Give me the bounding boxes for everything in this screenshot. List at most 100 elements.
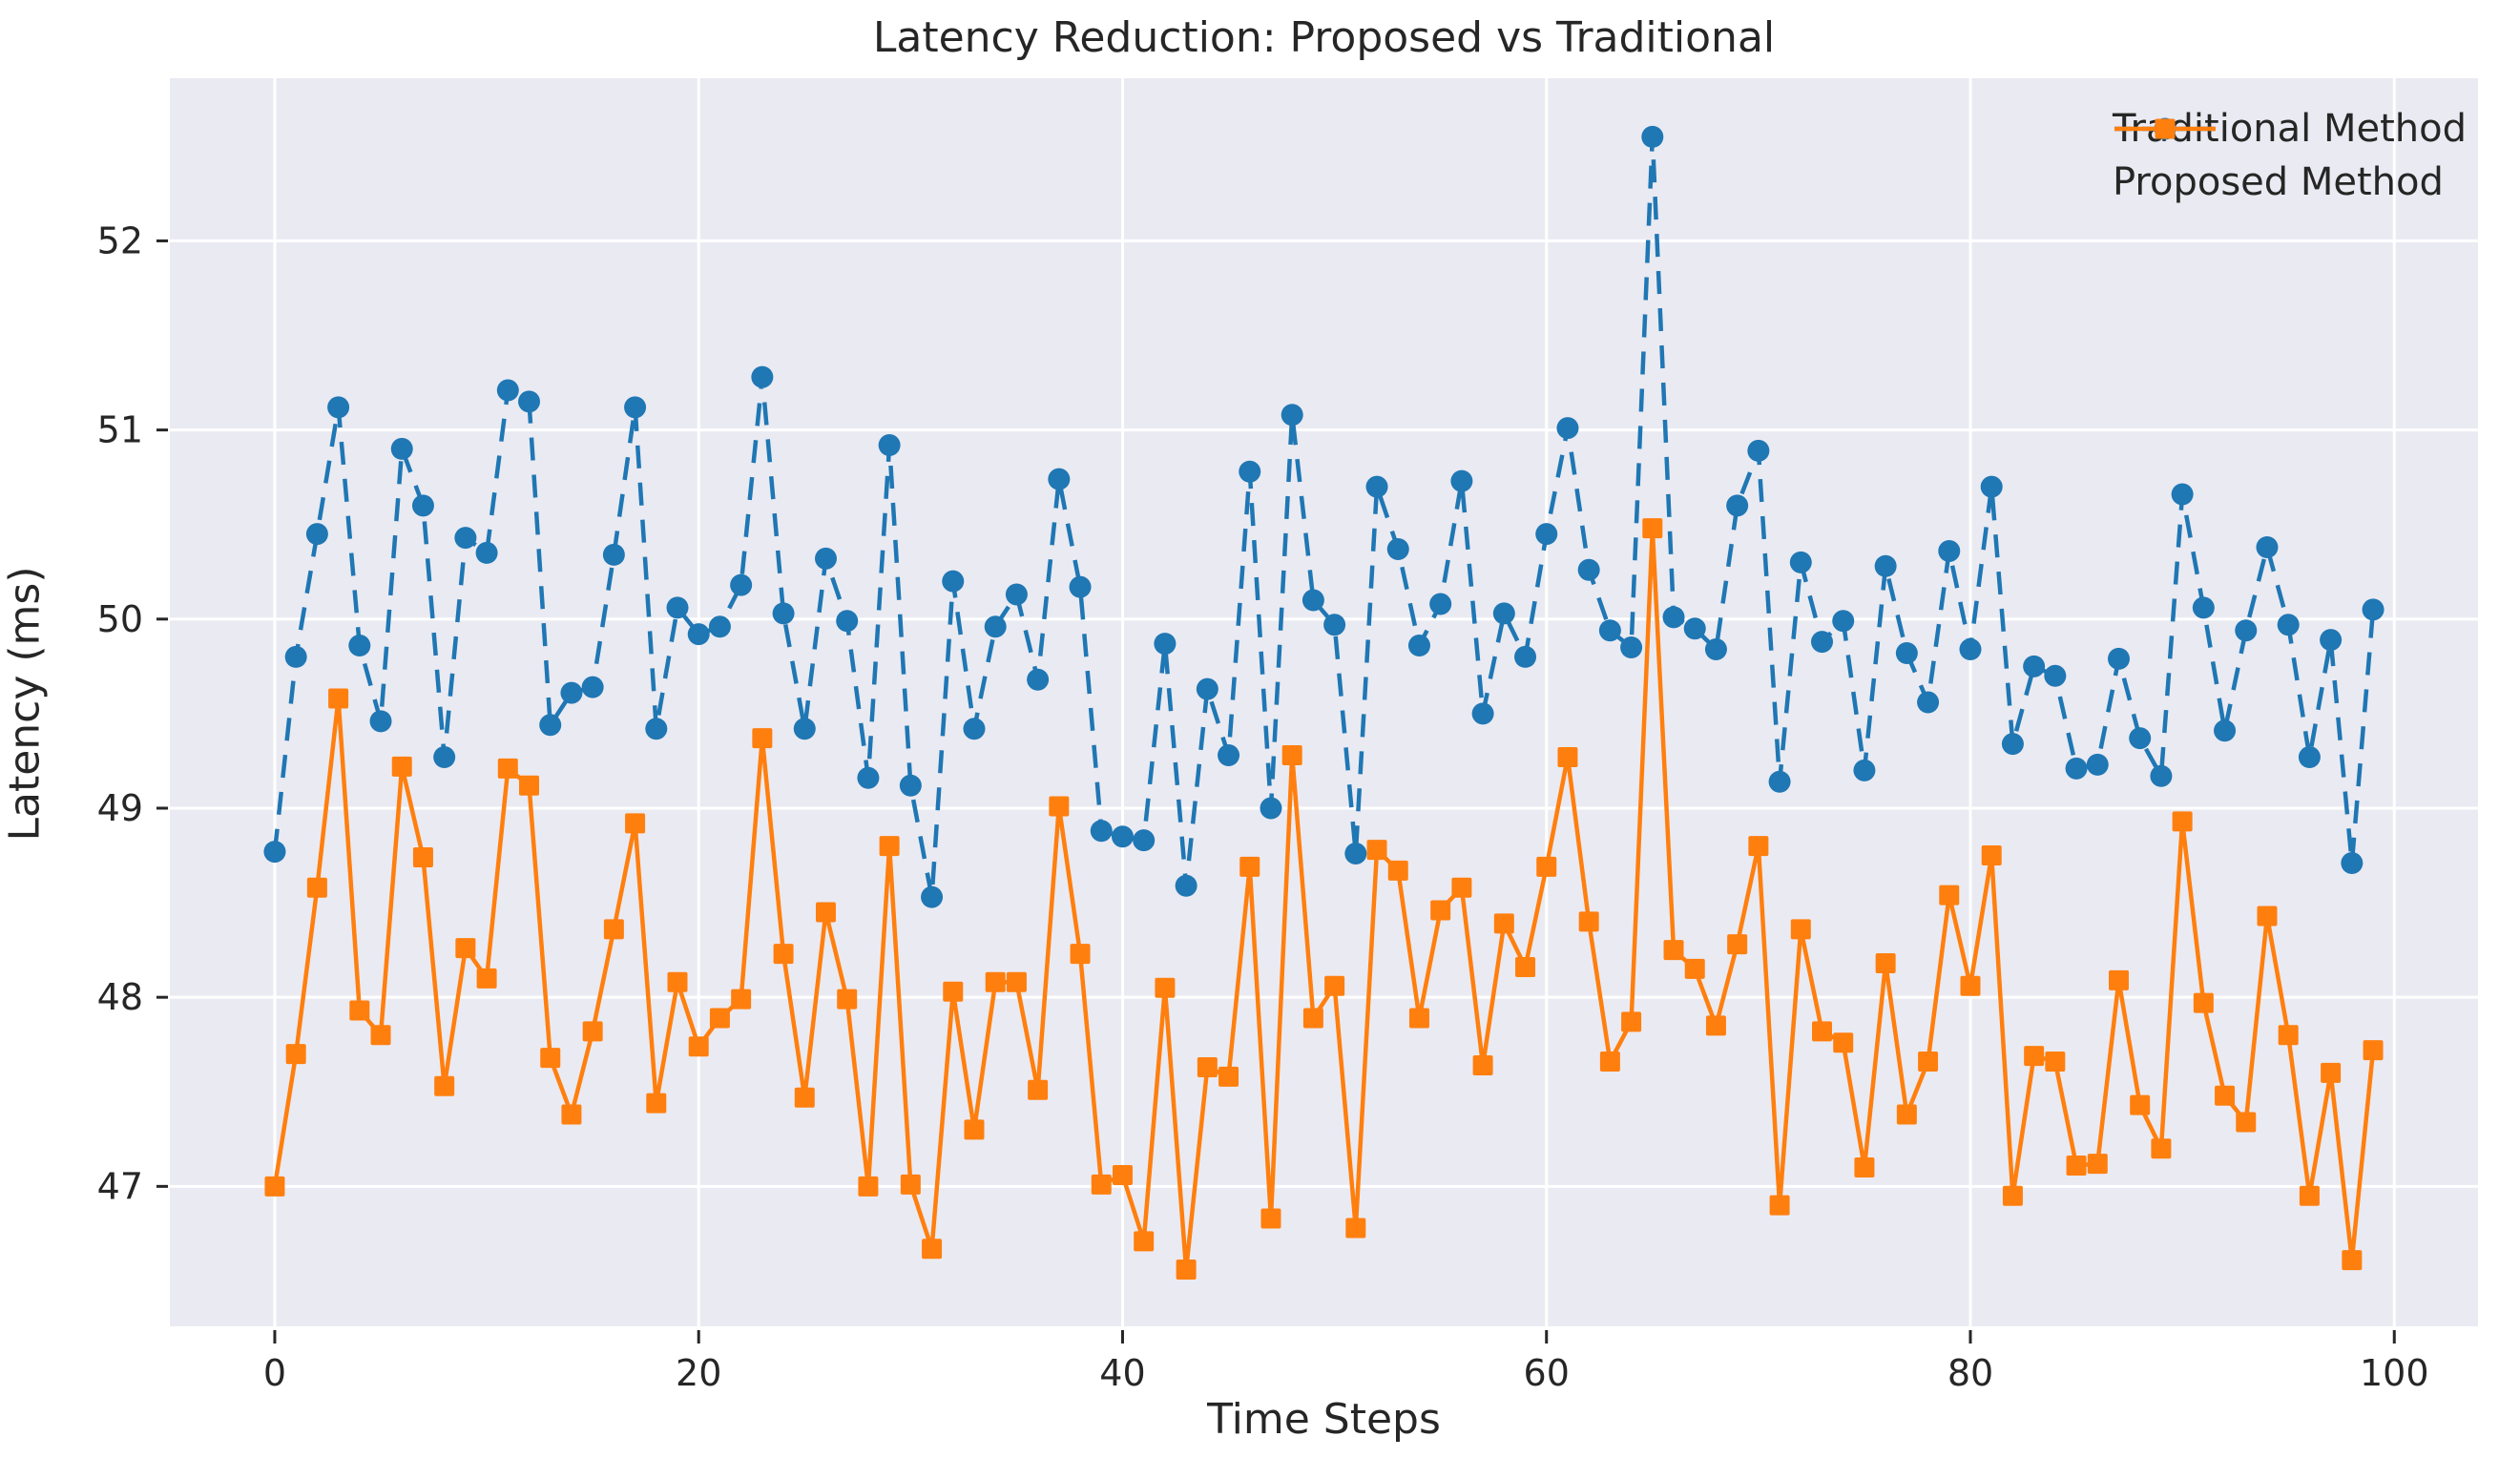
data-point-traditional-85	[2065, 757, 2088, 780]
x-tick-label-40: 40	[1099, 1352, 1145, 1394]
data-point-proposed-46	[1239, 856, 1260, 877]
data-point-traditional-50	[1323, 614, 1346, 636]
data-point-traditional-2	[305, 523, 328, 546]
y-tick-label-47: 47	[97, 1165, 143, 1207]
data-point-proposed-89	[2151, 1138, 2172, 1159]
data-point-proposed-77	[1896, 1104, 1917, 1125]
data-point-proposed-69	[1727, 934, 1748, 955]
data-point-proposed-84	[2045, 1052, 2066, 1073]
y-tick-label-51: 51	[97, 409, 143, 451]
data-point-traditional-36	[1027, 668, 1050, 691]
y-axis-label: Latency (ms)	[0, 566, 50, 842]
data-point-traditional-1	[284, 645, 307, 668]
data-point-proposed-90	[2172, 811, 2193, 832]
data-point-traditional-89	[2150, 764, 2173, 787]
data-point-traditional-80	[1959, 638, 1982, 661]
data-point-proposed-28	[858, 1176, 879, 1197]
data-point-traditional-88	[2129, 727, 2152, 750]
data-point-proposed-17	[625, 813, 646, 834]
data-point-traditional-31	[921, 885, 944, 908]
data-point-traditional-16	[602, 543, 625, 566]
data-point-traditional-83	[2023, 655, 2046, 677]
data-point-traditional-49	[1302, 589, 1324, 612]
data-point-proposed-37	[1049, 796, 1070, 817]
data-point-traditional-90	[2171, 483, 2194, 506]
data-point-traditional-57	[1471, 702, 1494, 725]
plot-area	[170, 78, 2478, 1326]
data-point-traditional-75	[1853, 759, 1876, 781]
data-point-proposed-88	[2130, 1094, 2151, 1115]
data-point-proposed-98	[2342, 1250, 2363, 1271]
data-point-proposed-23	[752, 728, 773, 749]
x-tick-label-20: 20	[676, 1352, 721, 1394]
data-point-traditional-92	[2214, 719, 2237, 742]
data-point-proposed-50	[1324, 975, 1345, 996]
data-point-proposed-38	[1070, 944, 1091, 965]
data-point-proposed-96	[2299, 1185, 2320, 1206]
data-point-proposed-72	[1790, 919, 1811, 940]
data-point-proposed-27	[837, 989, 858, 1010]
data-point-proposed-64	[1621, 1011, 1642, 1032]
data-point-proposed-3	[328, 688, 349, 709]
data-point-traditional-51	[1344, 843, 1367, 865]
data-point-proposed-87	[2108, 969, 2129, 990]
data-point-proposed-51	[1345, 1218, 1366, 1239]
data-point-proposed-1	[285, 1044, 306, 1065]
data-point-traditional-55	[1429, 593, 1452, 615]
data-point-proposed-9	[455, 938, 476, 959]
data-point-traditional-45	[1218, 743, 1240, 766]
data-point-proposed-26	[815, 902, 836, 923]
data-point-traditional-32	[942, 570, 965, 593]
data-point-traditional-13	[539, 714, 562, 737]
data-point-proposed-68	[1705, 1015, 1726, 1036]
data-point-traditional-5	[369, 710, 392, 733]
data-point-traditional-48	[1281, 404, 1303, 427]
data-point-proposed-5	[370, 1025, 391, 1046]
data-point-proposed-76	[1875, 952, 1896, 973]
data-point-traditional-35	[1005, 583, 1028, 606]
data-point-proposed-11	[497, 758, 518, 779]
data-point-proposed-97	[2321, 1062, 2342, 1083]
data-point-proposed-81	[1981, 845, 2002, 866]
data-point-traditional-38	[1069, 575, 1092, 598]
data-point-traditional-43	[1175, 874, 1198, 897]
data-point-proposed-7	[412, 847, 433, 868]
data-point-traditional-77	[1895, 641, 1918, 664]
data-point-proposed-75	[1854, 1157, 1875, 1178]
data-point-proposed-99	[2363, 1040, 2384, 1061]
y-tick-label-49: 49	[97, 787, 143, 829]
data-point-traditional-72	[1789, 551, 1812, 573]
data-point-proposed-53	[1387, 860, 1408, 881]
data-point-traditional-47	[1260, 797, 1282, 820]
data-point-traditional-78	[1917, 691, 1940, 714]
data-point-traditional-84	[2044, 664, 2067, 687]
data-point-proposed-91	[2193, 992, 2214, 1013]
data-point-traditional-82	[2001, 733, 2024, 756]
data-point-proposed-31	[922, 1239, 943, 1260]
data-point-traditional-10	[475, 541, 498, 564]
data-point-proposed-48	[1281, 744, 1302, 765]
data-point-proposed-59	[1515, 956, 1536, 977]
data-point-traditional-73	[1811, 631, 1834, 654]
data-point-proposed-13	[540, 1048, 561, 1069]
data-point-traditional-58	[1492, 602, 1515, 625]
data-point-traditional-8	[433, 745, 456, 768]
data-point-proposed-61	[1557, 746, 1578, 767]
data-point-proposed-55	[1430, 900, 1451, 921]
data-point-traditional-26	[814, 547, 837, 570]
data-point-proposed-21	[709, 1008, 730, 1029]
data-point-proposed-82	[2002, 1185, 2023, 1206]
data-point-traditional-98	[2341, 851, 2364, 874]
data-point-traditional-95	[2277, 614, 2300, 636]
data-point-proposed-43	[1176, 1260, 1197, 1281]
data-point-proposed-65	[1642, 518, 1663, 539]
data-point-proposed-4	[349, 1000, 370, 1021]
data-point-traditional-14	[560, 681, 583, 704]
y-tick-label-48: 48	[97, 976, 143, 1018]
data-point-proposed-49	[1302, 1008, 1323, 1029]
data-point-proposed-85	[2066, 1156, 2087, 1177]
data-point-traditional-69	[1726, 494, 1749, 517]
data-point-traditional-79	[1938, 539, 1961, 562]
data-point-traditional-67	[1683, 617, 1706, 640]
